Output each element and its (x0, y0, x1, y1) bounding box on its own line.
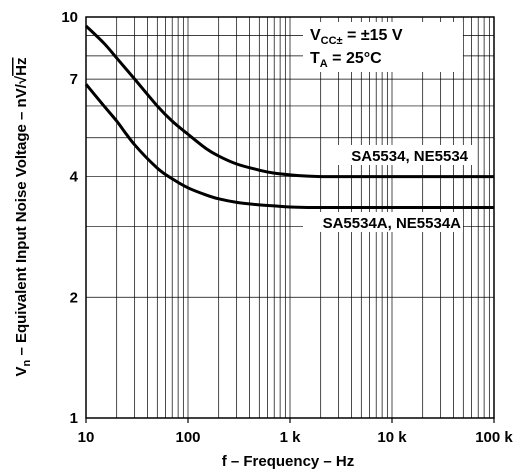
y-axis-title-radical: √ (13, 75, 30, 84)
conditions-box (303, 22, 463, 72)
series-label-sa5534a: SA5534A, NE5534A (323, 215, 462, 232)
series-line-2 (84, 83, 494, 209)
x-tick-label: 100 (175, 429, 200, 446)
condition-ta-symbol: T (310, 50, 320, 67)
condition-vcc: VCC± = ±15 V (310, 27, 403, 47)
x-axis-title: f – Frequency – Hz (222, 453, 355, 470)
y-axis-title-symbol: V (13, 366, 30, 376)
x-tick-label: 100 k (475, 429, 513, 446)
condition-vcc-subscript: CC± (321, 35, 343, 47)
y-axis-title-text: – Equivalent Input Noise Voltage – nV/ (13, 83, 30, 359)
condition-ta: TA = 25°C (310, 50, 382, 70)
y-axis-title-subscript: n (21, 359, 33, 366)
x-tick-label: 10 (78, 429, 95, 446)
series-label-1-bg (333, 145, 473, 165)
series-line-1 (84, 24, 494, 179)
series-label-2-bg (303, 212, 463, 232)
x-tick-labels: 10 100 1 k 10 k 100 k (78, 418, 513, 446)
y-tick-labels: 1 2 4 7 10 (61, 9, 78, 427)
x-tick-label: 10 k (377, 429, 407, 446)
y-tick-label: 10 (61, 9, 78, 26)
x-tick-label: 1 k (280, 429, 302, 446)
condition-ta-subscript: A (320, 58, 328, 70)
y-tick-label: 1 (70, 410, 78, 427)
y-tick-label: 7 (70, 71, 78, 88)
series-group (84, 24, 494, 209)
y-axis-title: Vn – Equivalent Input Noise Voltage – nV… (13, 58, 33, 377)
condition-vcc-value: = ±15 V (343, 27, 403, 44)
condition-ta-value: = 25°C (328, 50, 382, 67)
svg-text:Vn – Equivalent Input Noise Vo: Vn – Equivalent Input Noise Voltage – nV… (13, 58, 33, 377)
series-label-sa5534: SA5534, NE5534 (351, 148, 468, 165)
condition-vcc-symbol: V (310, 27, 321, 44)
y-axis-title-radicand: Hz (13, 58, 30, 76)
y-tick-label: 2 (70, 289, 78, 306)
y-tick-label: 4 (70, 169, 79, 186)
